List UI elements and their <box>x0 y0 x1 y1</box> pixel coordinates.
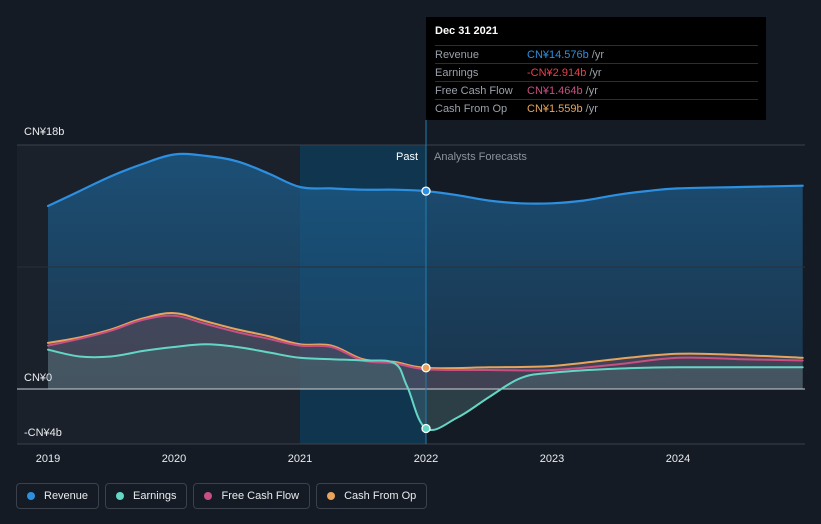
earnings-dot-icon <box>116 492 125 500</box>
tooltip-value: CN¥14.576b <box>527 48 589 61</box>
tooltip-value: CN¥1.464b <box>527 84 583 97</box>
x-axis-label: 2020 <box>162 453 186 465</box>
earnings-area <box>48 344 803 431</box>
tooltip-label: Cash From Op <box>435 102 508 115</box>
tooltip-unit: /yr <box>585 102 598 115</box>
legend-item-cash-from-op[interactable]: Cash From Op <box>316 483 428 509</box>
forecast-label: Analysts Forecasts <box>434 151 527 163</box>
cash-from-op-line <box>47 312 804 370</box>
hover-tooltip: Dec 31 2021 Revenue CN¥14.576b /yr Earni… <box>426 17 766 120</box>
legend-label: Free Cash Flow <box>221 490 300 502</box>
tooltip-row-earnings: Earnings -CN¥2.914b /yr <box>435 63 758 81</box>
y-axis-label: CN¥18b <box>24 126 64 138</box>
legend-item-free-cash-flow[interactable]: Free Cash Flow <box>193 483 311 509</box>
chart-legend: Revenue Earnings Free Cash Flow Cash Fro… <box>16 483 428 509</box>
cash-from-op-marker <box>421 363 431 373</box>
tooltip-value: CN¥1.559b <box>527 102 583 115</box>
x-axis-label: 2024 <box>666 453 690 465</box>
x-axis-label: 2022 <box>414 453 438 465</box>
legend-label: Revenue <box>44 490 89 502</box>
tooltip-row-revenue: Revenue CN¥14.576b /yr <box>435 45 758 63</box>
tooltip-label: Revenue <box>435 48 480 61</box>
tooltip-label: Free Cash Flow <box>435 84 513 97</box>
legend-item-earnings[interactable]: Earnings <box>105 483 188 509</box>
revenue-line <box>46 152 804 208</box>
tooltip-unit: /yr <box>591 48 605 61</box>
earnings-line <box>47 343 804 431</box>
tooltip-row-free-cash-flow: Free Cash Flow CN¥1.464b /yr <box>435 81 758 99</box>
earnings-marker <box>421 423 431 434</box>
tooltip-unit: /yr <box>589 66 602 79</box>
y-axis-label: CN¥0 <box>24 372 52 384</box>
tooltip-row-cash-from-op: Cash From Op CN¥1.559b /yr <box>435 99 758 117</box>
tooltip-date: Dec 31 2021 <box>435 25 498 37</box>
legend-label: Earnings <box>133 490 177 502</box>
tooltip-value: -CN¥2.914b <box>527 66 587 79</box>
past-label: Past <box>396 151 418 163</box>
cash-from-op-dot-icon <box>327 492 336 500</box>
tooltip-label: Earnings <box>435 66 479 79</box>
tooltip-unit: /yr <box>585 84 598 97</box>
y-axis-label: -CN¥4b <box>24 427 62 439</box>
x-axis-label: 2019 <box>36 453 60 465</box>
legend-item-revenue[interactable]: Revenue <box>16 483 100 509</box>
free-cash-flow-dot-icon <box>204 492 213 500</box>
free-cash-flow-line <box>47 314 804 372</box>
legend-label: Cash From Op <box>344 490 417 502</box>
x-axis-label: 2023 <box>540 453 564 465</box>
revenue-marker <box>421 186 431 196</box>
revenue-dot-icon <box>27 492 35 500</box>
x-axis-label: 2021 <box>288 453 312 465</box>
